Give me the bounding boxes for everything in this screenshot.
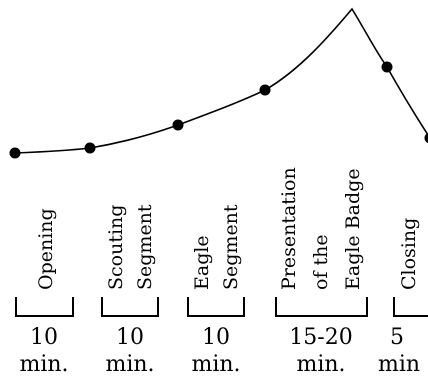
segment-label: Opening <box>35 208 57 290</box>
duration-unit: min. <box>191 352 240 377</box>
duration-value: 10 <box>116 325 144 350</box>
segment-bracket <box>187 297 245 317</box>
duration-unit: min. <box>296 352 345 377</box>
segment-bracket <box>275 297 368 317</box>
segment-presentation: Presentation of the Eagle Badge 15-20 mi… <box>275 167 368 377</box>
curve-point <box>84 142 96 154</box>
duration-unit: min <box>378 352 420 377</box>
duration-unit: min. <box>19 352 68 377</box>
curve-point <box>9 147 21 159</box>
duration-unit: min. <box>105 352 154 377</box>
curve-point <box>381 61 393 73</box>
segment-label: of the <box>310 234 332 290</box>
segment-label: Segment <box>134 204 156 290</box>
curve-point <box>424 132 428 144</box>
segment-label: Segment <box>220 204 242 290</box>
segment-label: Eagle <box>191 235 213 290</box>
intensity-curve <box>14 7 428 154</box>
duration-value: 10 <box>30 325 58 350</box>
segment-label: Scouting <box>105 205 127 290</box>
segment-label: Eagle Badge <box>342 168 364 290</box>
segment-label: Closing <box>398 218 420 290</box>
segment-label: Presentation <box>278 167 300 290</box>
duration-value: 15-20 <box>289 325 352 350</box>
segment-bracket <box>393 297 428 317</box>
duration-value: 5 <box>390 325 404 350</box>
segment-eagle: Eagle Segment 10 min. <box>187 204 245 377</box>
curve-point <box>259 84 271 96</box>
segment-opening: Opening 10 min. <box>15 208 74 377</box>
duration-value: 10 <box>202 325 230 350</box>
segment-closing: Closing 5 min <box>378 218 428 377</box>
segment-bracket <box>15 297 74 317</box>
segment-scouting: Scouting Segment 10 min. <box>101 204 159 377</box>
curve-point <box>172 119 184 131</box>
segment-bracket <box>101 297 159 317</box>
